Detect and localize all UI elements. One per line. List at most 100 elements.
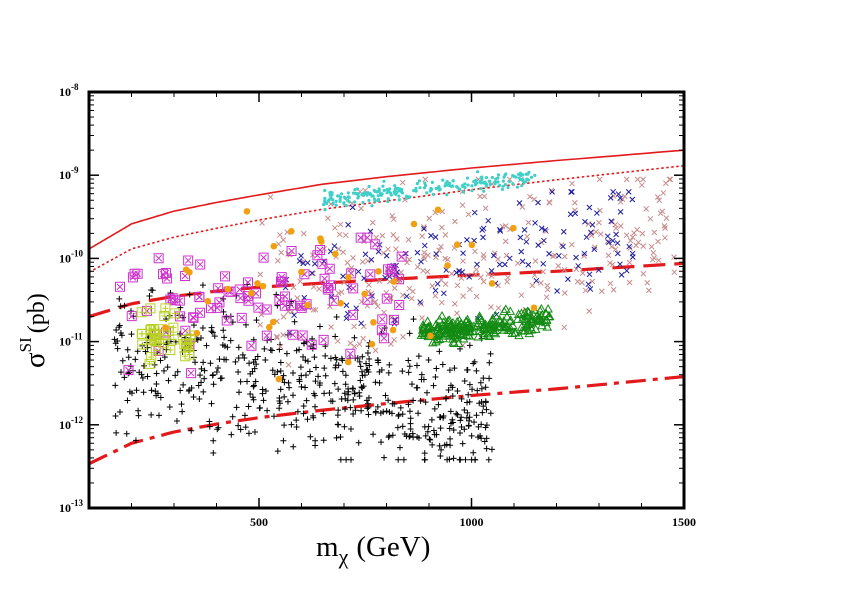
point-pink-cross [481,193,488,200]
point-black-plus [245,403,252,410]
point-black-plus [365,368,372,375]
point-black-plus [449,392,456,399]
point-blue-cross [368,256,375,263]
point-black-plus [209,329,216,336]
point-black-plus [332,333,339,340]
point-pink-cross [257,271,264,278]
point-green-triangle [507,328,518,338]
point-black-plus [461,378,468,385]
point-black-plus [124,346,131,353]
point-black-plus [483,406,490,413]
point-black-plus [269,367,276,374]
point-black-plus [458,424,465,431]
point-magenta-square [261,304,272,315]
point-blue-cross [583,234,590,241]
point-cyan-dot [334,199,338,203]
point-black-plus [350,396,357,403]
point-cyan-dot [523,180,528,184]
point-magenta-square [220,271,231,282]
point-blue-cross [573,254,579,261]
point-black-plus [320,410,327,417]
point-black-plus [423,389,430,396]
point-pink-cross [267,194,274,200]
point-black-plus [334,421,341,428]
point-pink-cross [465,211,472,218]
point-black-plus [488,446,495,453]
point-cyan-dot [487,179,491,183]
point-green-triangle [532,311,542,320]
point-orange-dot [427,332,434,340]
point-pink-cross [421,256,428,262]
point-black-plus [366,356,373,363]
point-cyan-dot [490,175,494,180]
point-pink-cross [332,224,338,231]
point-orange-dot [453,241,461,248]
point-black-plus [407,426,414,433]
point-black-plus [464,399,471,406]
point-black-plus [276,394,283,401]
point-green-triangle [526,317,537,326]
point-pink-cross [467,286,473,293]
point-black-plus [174,368,181,375]
point-cyan-dot [418,186,422,190]
point-black-plus [148,387,155,394]
point-black-plus [478,398,485,405]
point-green-triangle [488,327,499,336]
point-magenta-square [253,302,264,313]
point-pink-cross [607,260,613,266]
point-black-plus [468,432,475,439]
point-pink-cross [391,336,398,343]
point-black-plus [271,413,278,420]
point-pink-cross [399,179,406,186]
point-blue-cross [617,261,623,268]
point-cyan-dot [520,183,524,188]
point-magenta-square [379,333,390,344]
point-cyan-dot [323,196,327,200]
point-pink-cross [280,313,287,320]
y-tick-label: 10-9 [59,165,79,182]
point-black-plus [478,385,485,392]
point-orange-dot [370,319,377,326]
point-black-plus [235,354,242,361]
point-magenta-square [246,340,257,351]
point-pink-cross [550,253,556,260]
point-green-triangle [464,330,475,340]
point-blue-cross [343,302,350,309]
point-yellowgreen-square [179,339,190,350]
point-cyan-dot [507,179,511,184]
point-black-plus [304,358,311,365]
point-green-triangle [449,323,459,333]
point-green-triangle [500,304,511,313]
point-black-plus [196,395,203,402]
point-black-plus [161,354,168,361]
point-magenta-square [261,330,272,341]
point-black-plus [290,392,297,399]
series-green-triangle [416,303,555,348]
point-yellowgreen-square [146,352,157,363]
point-pink-cross [381,309,387,316]
point-black-plus [358,407,365,414]
point-black-plus [218,375,225,382]
point-black-plus [358,368,365,375]
point-orange-dot [182,266,190,273]
point-blue-cross [344,310,351,317]
y-tick-label: 10-8 [59,82,79,99]
point-magenta-square [276,272,287,283]
point-black-plus [475,423,482,430]
point-cyan-dot [496,180,500,184]
point-black-plus [208,324,215,331]
point-pink-cross [280,237,287,243]
point-orange-dot [468,241,476,249]
point-black-plus [277,367,284,374]
point-cyan-dot [346,191,350,195]
point-black-plus [372,379,379,386]
point-black-plus [378,439,385,446]
point-pink-cross [438,243,444,250]
point-black-plus [227,337,234,344]
point-black-plus [208,400,215,407]
point-black-plus [264,407,271,414]
point-pink-cross [405,236,412,243]
point-black-plus [173,417,180,424]
point-green-triangle [503,325,514,335]
point-black-plus [446,425,453,432]
